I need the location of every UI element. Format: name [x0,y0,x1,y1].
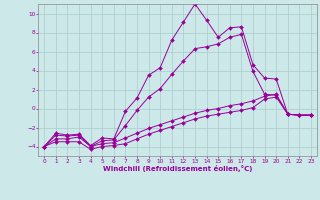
X-axis label: Windchill (Refroidissement éolien,°C): Windchill (Refroidissement éolien,°C) [103,165,252,172]
